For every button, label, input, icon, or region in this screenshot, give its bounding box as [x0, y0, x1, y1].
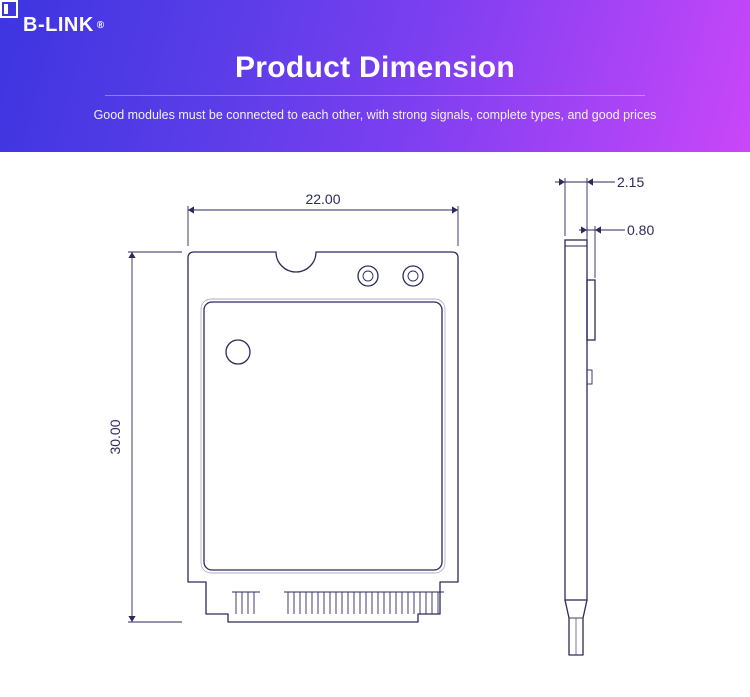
svg-text:22.00: 22.00: [305, 191, 340, 207]
page-title: Product Dimension: [22, 51, 728, 85]
drawing-svg: 22.00 30.00 2.15 0.80: [0, 152, 750, 697]
svg-text:30.00: 30.00: [107, 419, 123, 454]
dimension-drawing: 22.00 30.00 2.15 0.80: [0, 152, 750, 697]
logo-text: B-LINK: [23, 14, 94, 37]
title-rule: [105, 95, 645, 96]
logo-mark-icon: [0, 0, 18, 18]
registered-mark: ®: [97, 20, 105, 31]
header-banner: B-LINK ® Product Dimension Good modules …: [0, 0, 750, 152]
svg-text:0.80: 0.80: [627, 222, 654, 238]
page-subtitle: Good modules must be connected to each o…: [22, 108, 728, 122]
svg-text:2.15: 2.15: [617, 174, 644, 190]
brand-logo: B-LINK ®: [22, 14, 728, 37]
